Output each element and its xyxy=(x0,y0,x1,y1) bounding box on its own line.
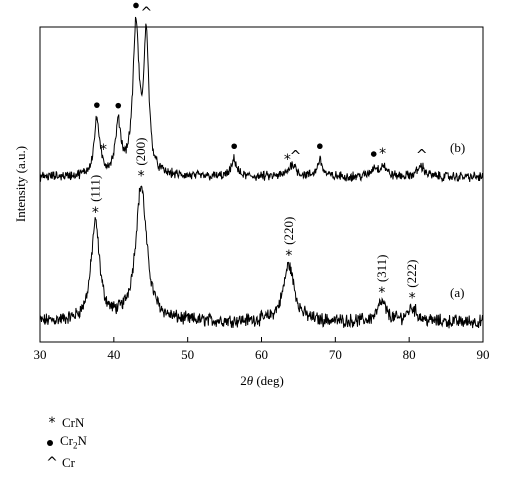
hkl-label: (200) xyxy=(133,137,148,165)
cr2n-dot-marker xyxy=(115,102,122,109)
legend-label: Cr xyxy=(62,455,75,470)
cr2n-dot-marker xyxy=(231,143,237,150)
dot-marker-icon xyxy=(47,440,53,446)
crn-asterisk-marker: * xyxy=(409,291,416,307)
cr2n-dot-marker xyxy=(370,151,377,157)
legend-item-crn: * CrN xyxy=(44,413,87,433)
legend-label: Cr2N xyxy=(60,432,87,451)
cr-caret-marker: ^ xyxy=(416,147,428,163)
hkl-label: (311) xyxy=(374,254,389,282)
series-a-label: (a) xyxy=(450,285,464,300)
annotations: *^*^ * ^*(111) *(200)*(220)*(311)*(222) xyxy=(87,2,428,307)
x-tick-label: 50 xyxy=(181,347,194,362)
series-a-line xyxy=(39,185,484,329)
hkl-label: (222) xyxy=(404,260,419,288)
series-b-label: (b) xyxy=(450,140,465,155)
x-tick-label: 60 xyxy=(255,347,268,362)
cr2n-dot-marker xyxy=(94,102,100,108)
crn-asterisk-marker: * xyxy=(378,285,385,301)
x-tick-label: 80 xyxy=(403,347,416,362)
crn-asterisk-marker: * xyxy=(92,205,99,221)
cr-caret-marker: ^ xyxy=(140,5,152,21)
xrd-chart: 30 40 50 60 70 80 90 *^*^ * ^*(111) *(200)*(220)*… xyxy=(13,2,490,388)
legend: * CrN Cr2N ^ Cr xyxy=(44,413,87,473)
cr2n-dot-marker xyxy=(133,2,139,9)
legend-item-cr2n: Cr2N xyxy=(44,433,87,453)
x-tick-label: 40 xyxy=(107,347,120,362)
crn-asterisk-marker: * xyxy=(284,152,291,168)
x-axis-title: 2θ (deg) xyxy=(240,373,284,388)
series-b-line xyxy=(39,16,484,183)
legend-label: CrN xyxy=(62,415,85,430)
plot-frame xyxy=(39,26,484,343)
crn-asterisk-marker: * xyxy=(100,142,107,158)
cr2n-dot-marker xyxy=(317,143,323,150)
x-tick-label: 70 xyxy=(329,347,342,362)
y-axis-title: Intensity (a.u.) xyxy=(13,146,28,222)
legend-item-cr: ^ Cr xyxy=(44,453,87,473)
x-axis-ticks: 30 40 50 60 70 80 90 xyxy=(34,337,490,362)
x-tick-label: 30 xyxy=(34,347,47,362)
x-tick-label: 90 xyxy=(477,347,490,362)
crn-asterisk-marker: * xyxy=(285,248,292,264)
hkl-label: (220) xyxy=(281,217,296,245)
cr-caret-marker: ^ xyxy=(290,149,302,165)
hkl-label: (111) xyxy=(87,175,102,202)
caret-marker-icon: ^ xyxy=(46,455,58,471)
curves xyxy=(39,16,484,329)
crn-asterisk-marker: * xyxy=(138,169,145,185)
asterisk-marker-icon: * xyxy=(48,415,56,431)
crn-asterisk-marker: * xyxy=(379,146,386,162)
